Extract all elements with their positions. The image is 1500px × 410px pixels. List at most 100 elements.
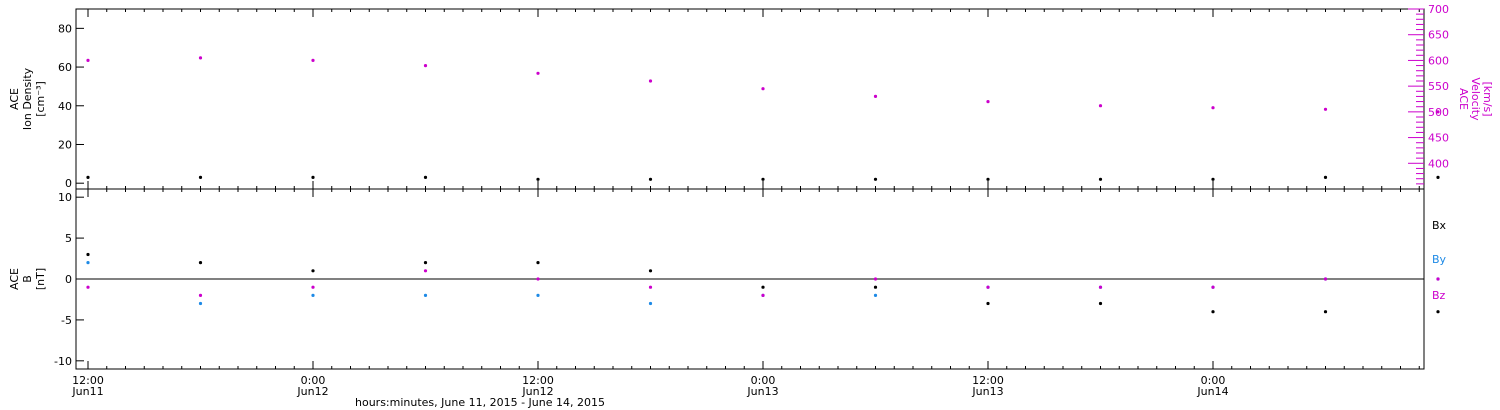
data-point	[86, 58, 90, 63]
data-point	[198, 301, 203, 306]
x-tick-label: 0:00	[1201, 374, 1226, 387]
x-tick-label: 12:00	[972, 374, 1004, 387]
data-point	[648, 285, 653, 289]
data-point	[873, 94, 878, 98]
y-tick-label: 80	[58, 22, 72, 35]
y-tick-label: 0	[65, 273, 72, 286]
data-point	[536, 277, 540, 281]
y2-tick-label: 600	[1428, 54, 1449, 67]
data-point	[423, 269, 428, 273]
data-point	[986, 100, 990, 104]
data-point	[761, 177, 765, 181]
data-point	[873, 285, 878, 289]
data-point	[1098, 104, 1103, 108]
x-date-label: Jun13	[971, 385, 1003, 398]
y-tick-label: 0	[65, 177, 72, 190]
y2-tick-label: 700	[1428, 3, 1449, 16]
data-point	[1211, 285, 1215, 289]
x-tick-label: 0:00	[751, 374, 776, 387]
data-point	[648, 177, 653, 181]
data-point	[311, 285, 315, 289]
data-point	[1098, 177, 1103, 181]
x-tick-label: 0:00	[301, 374, 326, 387]
y-tick-label: 5	[65, 232, 72, 245]
x-axis-title: hours:minutes, June 11, 2015 - June 14, …	[355, 396, 605, 409]
x-tick-label: 12:00	[522, 374, 554, 387]
velocity-ylabel-line-1: ACE	[1457, 88, 1470, 110]
data-point	[536, 261, 540, 265]
y-tick-label: 60	[58, 61, 72, 74]
data-point	[761, 293, 765, 297]
x-date-label: Jun12	[521, 385, 553, 398]
data-point	[423, 175, 428, 179]
field-ylabel-line-3: [nT]	[34, 268, 47, 290]
density-ylabel-line-2: Ion Density	[21, 67, 34, 130]
x-tick-labels: 12:00 0:00 12:00 0:00 12:00 0:00	[72, 374, 1225, 387]
y-tick-label: 20	[58, 138, 72, 151]
data-point	[1098, 301, 1103, 306]
field-ylabel-line-2: B	[21, 275, 34, 283]
legend-bz: Bz	[1432, 289, 1446, 302]
y-tick-label: 40	[58, 100, 72, 113]
data-point	[198, 56, 203, 60]
data-point	[1436, 110, 1440, 114]
data-point	[86, 261, 90, 265]
data-point	[423, 64, 428, 68]
x-tick-label: 12:00	[72, 374, 104, 387]
data-point	[648, 79, 653, 83]
y-tick-label: 10	[58, 191, 72, 204]
data-point	[311, 293, 315, 297]
data-point	[873, 277, 878, 281]
y2-tick-label: 550	[1428, 80, 1449, 93]
data-point	[986, 177, 990, 181]
data-point	[198, 293, 203, 297]
data-point	[648, 269, 653, 273]
data-points-layer	[86, 56, 1440, 314]
data-point	[648, 301, 653, 306]
x-date-label: Jun11	[71, 385, 103, 398]
data-point	[1211, 310, 1215, 314]
y-tick-label: -5	[61, 314, 72, 327]
y2-tick-label: 400	[1428, 157, 1449, 170]
data-point	[761, 87, 765, 91]
data-point	[873, 177, 878, 181]
data-point	[311, 175, 315, 179]
data-point	[1323, 175, 1328, 179]
data-point	[86, 252, 90, 257]
data-point	[986, 301, 990, 306]
data-point	[1211, 106, 1215, 110]
x-date-label: Jun12	[296, 385, 328, 398]
velocity-ylabel-line-2: Velocity	[1469, 77, 1482, 121]
data-point	[761, 285, 765, 289]
x-date-labels: Jun11 Jun12 Jun12 Jun13 Jun13 Jun14	[71, 385, 1228, 398]
data-point	[536, 177, 540, 181]
plasma-panel-frame	[75, 8, 1425, 190]
data-point	[1436, 175, 1440, 179]
y2-tick-label: 650	[1428, 29, 1449, 42]
data-point	[198, 175, 203, 179]
data-point	[198, 261, 203, 265]
data-point	[423, 293, 428, 297]
data-point	[1436, 277, 1440, 281]
data-point	[311, 58, 315, 63]
data-point	[986, 285, 990, 289]
x-date-label: Jun13	[746, 385, 778, 398]
y2-tick-label: 450	[1428, 132, 1449, 145]
data-point	[536, 71, 540, 75]
data-point	[536, 293, 540, 297]
data-point	[423, 261, 428, 265]
data-point	[1436, 310, 1440, 314]
x-date-label: Jun14	[1196, 385, 1228, 398]
data-point	[311, 269, 315, 273]
data-point	[86, 285, 90, 289]
data-point	[1323, 277, 1328, 281]
y-tick-label: -10	[54, 355, 72, 368]
data-point	[1098, 285, 1103, 289]
data-point	[873, 293, 878, 297]
field-ylabel-line-1: ACE	[8, 268, 21, 290]
density-ylabel-line-3: [cm⁻³]	[34, 81, 47, 117]
data-point	[86, 175, 90, 179]
velocity-ylabel-line-3: [km/s]	[1481, 81, 1494, 116]
